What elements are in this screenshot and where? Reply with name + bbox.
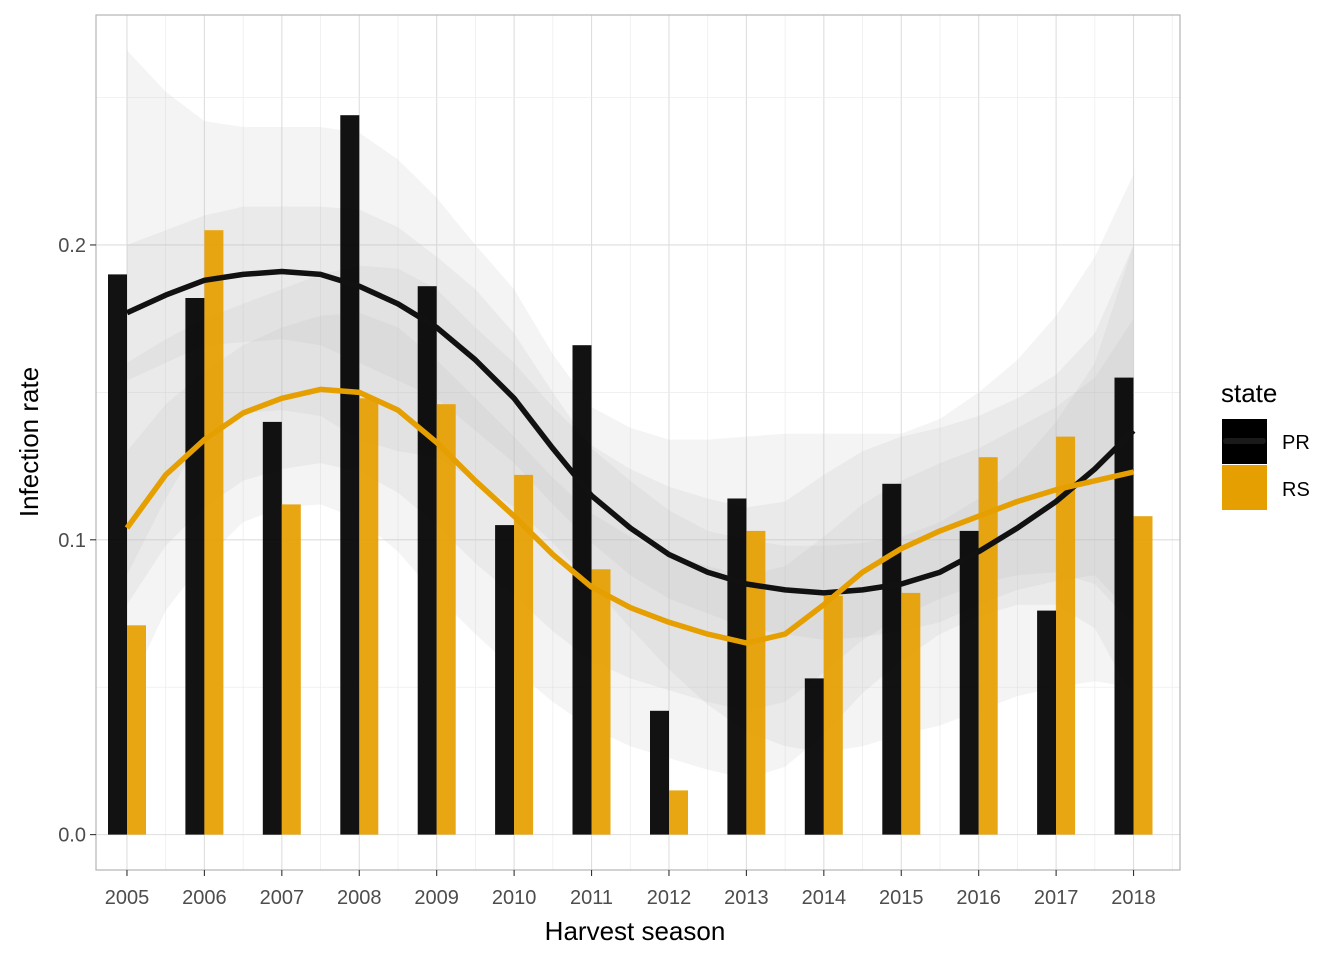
legend: state PR RS: [1221, 378, 1310, 510]
bar-rs-2010: [514, 474, 534, 835]
bar-rs-2009: [436, 404, 456, 835]
bar-rs-2017: [1056, 436, 1076, 835]
confidence-band-inner-rs: [127, 312, 1134, 711]
x-tick-label: 2015: [879, 887, 924, 909]
bar-pr-2013: [727, 498, 747, 835]
legend-item-pr: PR: [1222, 419, 1310, 464]
legend-item-rs: RS: [1222, 465, 1310, 510]
x-tick-label: 2008: [337, 887, 382, 909]
bar-rs-2008: [359, 398, 379, 835]
axes: 0.0 0.1 0.2 2005 2006 2007 2008 2009 2010 2011 201…: [58, 235, 1156, 909]
x-tick-label: 2007: [260, 887, 305, 909]
x-tick-label: 2005: [105, 887, 150, 909]
x-tick-label: 2010: [492, 887, 537, 909]
bar-pr-2014: [804, 678, 824, 835]
x-tick-label: 2014: [802, 887, 847, 909]
confidence-bands: [127, 50, 1134, 779]
x-tick-label: 2016: [956, 887, 1001, 909]
x-tick-label: 2011: [570, 887, 613, 909]
x-tick-label: 2012: [647, 887, 692, 909]
bar-pr-2018: [1114, 377, 1134, 835]
x-tick-label: 2009: [414, 887, 459, 909]
confidence-band-outer-rs: [127, 245, 1134, 779]
bar-pr-2005: [108, 274, 127, 835]
confidence-band-outer-pr: [127, 50, 1134, 753]
bar-rs-2006: [204, 230, 224, 835]
x-tick-label: 2018: [1111, 887, 1156, 909]
bar-pr-2017: [1037, 610, 1057, 835]
confidence-band-inner-pr: [127, 206, 1134, 640]
y-axis-title: Infection rate: [14, 367, 44, 517]
bar-pr-2008: [340, 115, 360, 835]
bars: [108, 115, 1153, 835]
y-tick-label: 0.1: [58, 530, 86, 552]
bar-rs-2014: [823, 595, 843, 835]
legend-title: state: [1221, 378, 1277, 408]
bar-pr-2012: [650, 710, 669, 835]
bar-rs-2011: [591, 569, 611, 835]
bar-pr-2009: [417, 286, 437, 835]
plot-panel-border: [95, 14, 1181, 871]
bar-pr-2016: [959, 530, 979, 835]
bar-rs-2007: [281, 504, 301, 835]
x-tick-label: 2013: [724, 887, 769, 909]
legend-label-rs: RS: [1282, 479, 1310, 501]
bar-rs-2005: [127, 625, 146, 835]
y-tick-label: 0.0: [58, 825, 86, 847]
bar-pr-2011: [572, 345, 592, 835]
y-tick-label: 0.2: [58, 235, 86, 257]
x-axis-title: Harvest season: [545, 916, 726, 946]
bar-pr-2015: [882, 483, 902, 835]
x-tick-label: 2006: [182, 887, 227, 909]
bar-rs-2012: [669, 790, 688, 835]
smooth-line-rs: [124, 386, 1135, 646]
bar-pr-2007: [262, 421, 282, 835]
smooth-lines: [124, 268, 1136, 646]
bar-rs-2013: [746, 530, 766, 835]
bar-pr-2010: [495, 525, 515, 835]
smooth-line-pr: [125, 268, 1136, 596]
bar-rs-2018: [1133, 516, 1153, 835]
legend-label-pr: PR: [1282, 432, 1310, 454]
bar-rs-2015: [901, 592, 921, 835]
x-tick-label: 2017: [1034, 887, 1079, 909]
bar-pr-2006: [185, 298, 205, 835]
